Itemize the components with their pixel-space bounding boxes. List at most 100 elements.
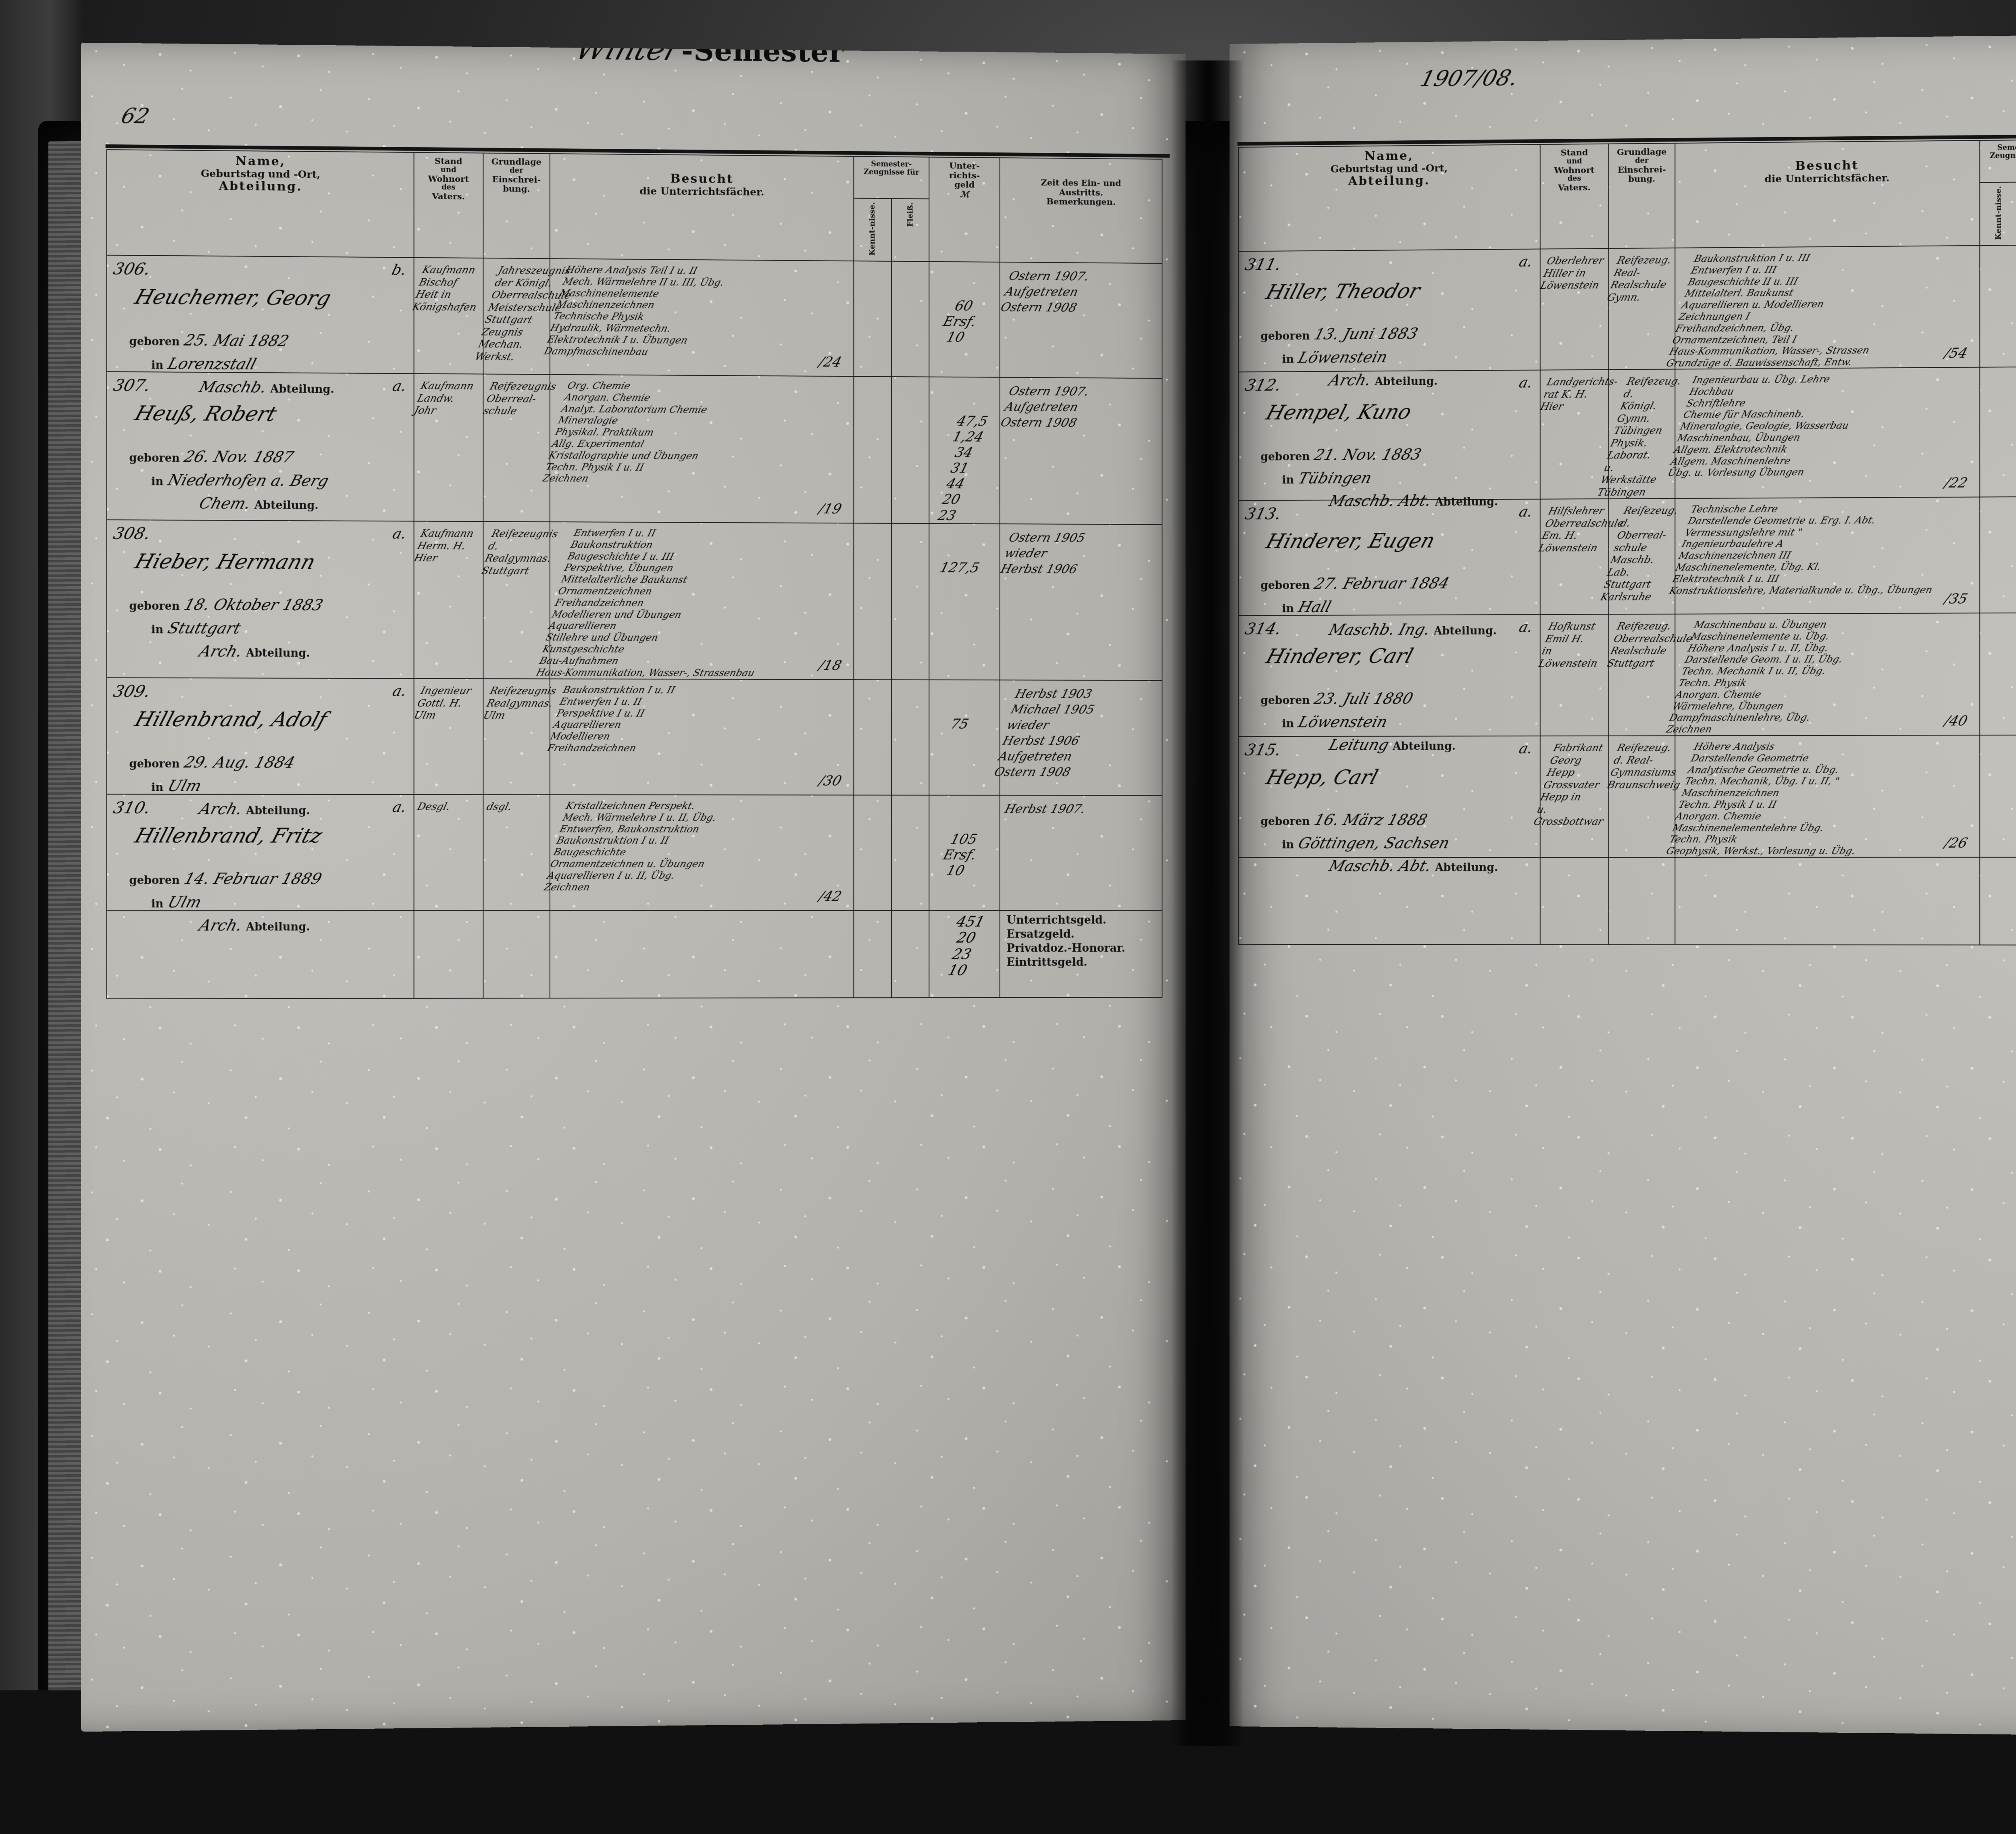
cell-total-labels: Unterrichtsgeld. Ersatzgeld. Privatdoz.-Ho… [1000, 910, 1162, 997]
cell-cert-diligence [891, 795, 929, 910]
table-row: 309. a. Hillenbrand, Adolf geboren 29. Aug. … [107, 677, 1162, 795]
cell-subjects-text: Höhere Analysis Darstellende Geometrie Ana… [1659, 736, 1995, 857]
student-name: Hieber, Hermann [132, 550, 319, 574]
birth-date: 25. Mai 1882 [182, 331, 291, 350]
student-name: Heuchemer, Georg [132, 285, 334, 310]
born-label: geboren [1260, 329, 1310, 342]
cell-remarks-text: Herbst 1903 Michael 1905 wieder Herbst 1906… [987, 680, 1175, 780]
register-table-right: Name, Geburtstag und -Ort, Abteilung. St… [1238, 137, 2016, 946]
birth-place: Stuttgart [166, 619, 243, 637]
department-line: Arch. Abteilung. [195, 642, 310, 661]
department-line: Arch. Abteilung. [195, 916, 310, 934]
col-header-father: Stand und Wohnort des Vaters. [414, 152, 483, 258]
cell-basis-text: Reifezeug. Oberrealschule Realschule Stuttg… [1602, 615, 1682, 669]
cell-name: 314. a. Hinderer, Carl geboren 23. Juli 1880… [1239, 615, 1540, 736]
entry-number: 313. [1243, 505, 1283, 523]
cell-cert-knowledge [1980, 497, 2016, 613]
col-header-subjects: Besucht die Unterrichtsfächer. [550, 154, 854, 261]
table-row: 315. a. Hepp, Carl geboren 16. März 1888 in Gö… [1239, 735, 2016, 858]
weekly-hours: /35 [1943, 591, 1969, 607]
born-label: geboren [129, 452, 179, 465]
cell-remarks-text: Ostern 1905 wieder Herbst 1906 [993, 524, 1168, 577]
birth-line: geboren 23. Juli 1880 [1260, 690, 1412, 708]
cell-father-text: Kaufmann Herm. H. Hier [408, 522, 488, 565]
department-value: Maschb. Abt. [1327, 857, 1433, 875]
birth-place: Hall [1296, 598, 1333, 616]
col-header-cert-knowledge: Kennt-nisse. [1980, 182, 2016, 246]
cell-father-text: Hofkunst Emil H. in Löwenstein [1533, 615, 1615, 670]
born-label: geboren [129, 758, 179, 770]
in-label: in [1282, 474, 1294, 487]
entry-section-letter: a. [391, 525, 408, 542]
cell-father-text: Kaufmann Bischof Heit in Königshafen [407, 258, 490, 313]
student-name: Heuß, Robert [132, 401, 279, 425]
in-label: in [1282, 718, 1294, 730]
cell-basis: Jahreszeugnis der Königl. Oberrealschule Me… [483, 258, 550, 375]
col-header-basis: Grundlage der Einschrei- bung. [483, 153, 550, 258]
cell-basis: Reifezeug. d. Königl. Gymn. Tübingen Physik… [1609, 369, 1675, 499]
col-header-remarks: Zeit des Ein- und Austritts. Bemerkungen… [1000, 158, 1162, 263]
birth-date: 27. Februar 1884 [1312, 575, 1451, 593]
cell-subjects-text: Höhere Analysis Teil I u. II Mech. Wärmel… [537, 259, 866, 358]
cell-name: 315. a. Hepp, Carl geboren 16. März 1888 in Gö… [1239, 736, 1540, 858]
col-header-name: Name, Geburtstag und -Ort, Abteilung. [107, 150, 414, 257]
cell-name: 313. a. Hinderer, Eugen geboren 27. Februar … [1239, 499, 1540, 616]
birth-place: Tübingen [1296, 469, 1374, 488]
cell-cert-knowledge [1980, 245, 2016, 368]
cell-remarks: Ostern 1905 wieder Herbst 1906 [1000, 524, 1162, 680]
cell-basis: Reifezeugnis Oberreal-schule [483, 374, 550, 522]
in-label: in [1282, 353, 1294, 365]
entry-section-letter: b. [390, 262, 408, 278]
birth-date: 13. Juni 1883 [1312, 325, 1420, 343]
table-row: 308. a. Hieber, Hermann geboren 18. Oktober … [107, 520, 1162, 680]
col-header-cert-knowledge: Kennt-nisse. [854, 198, 891, 261]
cell-remarks: Ostern 1907. Aufgetreten Ostern 1908 [1000, 262, 1162, 378]
cell-fee-text: 105 Ersf. 10 [918, 795, 1011, 879]
in-label: in [151, 623, 163, 636]
cell-total-subjects [550, 910, 854, 998]
cell-total-knowledge [854, 910, 891, 997]
in-label: in [1282, 603, 1294, 615]
entry-number: 311. [1243, 255, 1283, 274]
cell-subjects-text: Ingenieurbau u. Übg. Lehre Hochbau Schrift… [1661, 368, 1994, 479]
born-label: geboren [1260, 579, 1310, 592]
birth-line: geboren 26. Nov. 1887 [129, 447, 293, 466]
cell-total-fees: 451 20 23 10 [929, 910, 1000, 997]
cell-father: Hofkunst Emil H. in Löwenstein [1540, 615, 1608, 736]
department-line: Chem. Abteilung. [195, 494, 318, 513]
birth-place: Niederhofen a. Berg [166, 471, 331, 490]
cell-subjects-text: Technische Lehre Darstellende Geometrie u… [1662, 498, 1993, 597]
cell-cert-knowledge [854, 523, 891, 680]
cell-father-text: Kaufmann Landw. Johr [408, 374, 488, 417]
entry-number: 310. [111, 798, 152, 817]
birth-line: geboren 16. März 1888 [1260, 811, 1427, 829]
cell-subjects: Ingenieurbau u. Übg. Lehre Hochbau Schrift… [1675, 367, 1980, 498]
birthplace-line: in Stuttgart [151, 619, 240, 637]
weekly-hours: /30 [817, 773, 843, 789]
cell-father-text: Landgerichts-rat K. H. Hier [1535, 370, 1614, 413]
student-name: Hinderer, Eugen [1263, 529, 1438, 553]
cell-cert-knowledge [1980, 735, 2016, 857]
birthplace-line: in Hall [1282, 598, 1331, 616]
birthplace-line: in Tübingen [1282, 469, 1371, 488]
totals-labels: Unterrichtsgeld. Ersatzgeld. Privatdoz.-Ho… [1000, 911, 1162, 969]
weekly-hours: /24 [817, 354, 843, 370]
birth-date: 29. Aug. 1884 [182, 753, 297, 771]
cell-total-father [1540, 858, 1608, 945]
col-header-subjects: Besucht die Unterrichtsfächer. [1675, 140, 1980, 248]
cell-subjects-text: Org. Chemie Anorgan. Chemie Analyt. Labora… [535, 375, 868, 486]
birth-place: Göttingen, Sachsen [1296, 834, 1452, 852]
birthplace-line: in Lorenzstall [151, 354, 256, 373]
cell-fee: 47,5 1,24 34 31 44 20 23 [929, 377, 1000, 524]
cell-subjects: Höhere Analysis Darstellende Geometrie Ana… [1675, 735, 1980, 857]
weekly-hours: /26 [1943, 835, 1969, 851]
birthplace-line: in Ulm [151, 777, 201, 794]
birth-line: geboren 29. Aug. 1884 [129, 753, 294, 771]
born-label: geboren [129, 335, 179, 348]
birthplace-line: in Ulm [151, 893, 201, 911]
cell-total-basis [483, 911, 550, 998]
cell-basis-text: Reifezeug. Real- Realschule Gymn. [1602, 248, 1682, 303]
cell-father: Fabrikant Georg Hepp Grossvater Hepp in u. Gr… [1540, 736, 1608, 857]
department-value: Arch. [197, 642, 244, 660]
student-name: Hiller, Theodor [1263, 279, 1423, 304]
